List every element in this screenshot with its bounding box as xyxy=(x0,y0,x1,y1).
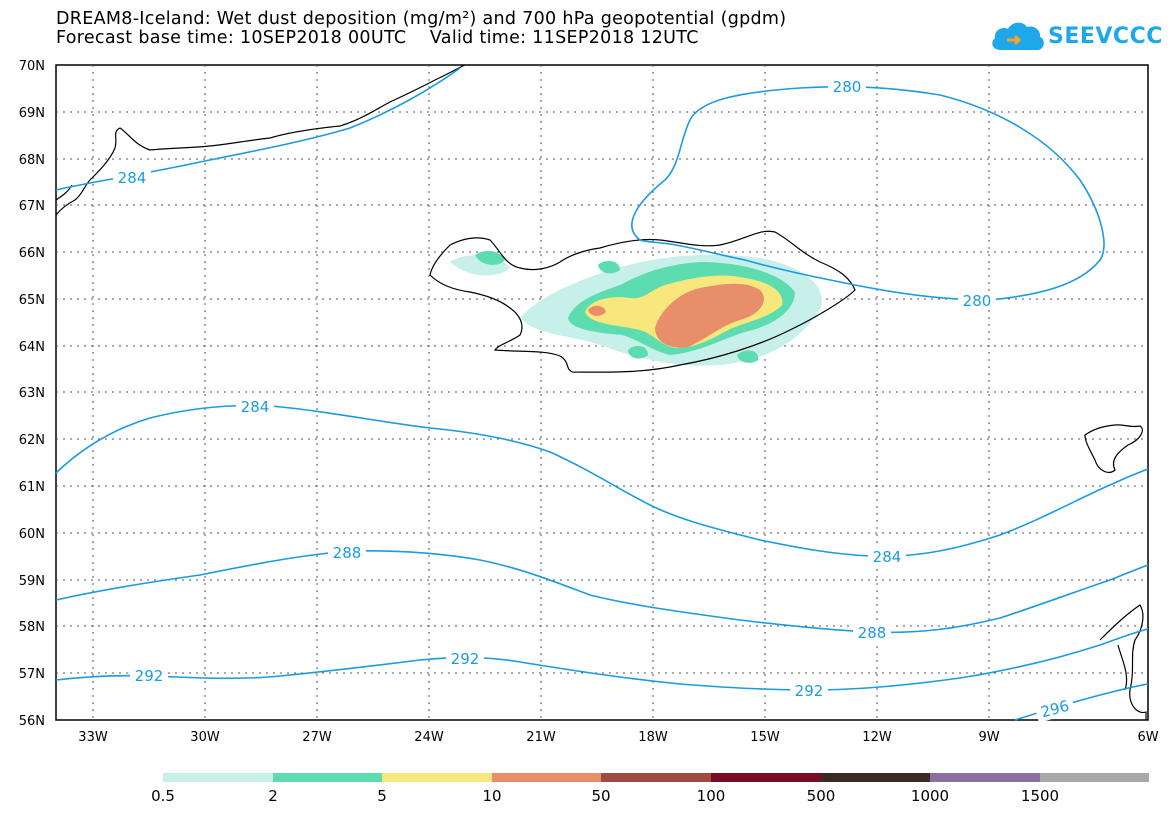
color-legend xyxy=(163,773,1150,782)
contour-label-284: 284 xyxy=(873,548,902,566)
legend-swatch xyxy=(1039,773,1150,782)
dust-deposition-field xyxy=(450,250,822,366)
lat-label: 70N xyxy=(19,59,45,74)
legend-swatch xyxy=(382,773,492,782)
contour-label-280: 280 xyxy=(963,292,992,310)
contour-292 xyxy=(55,628,1149,691)
lon-label: 24W xyxy=(414,730,444,745)
legend-swatch xyxy=(272,773,383,782)
logo-text: SEEVCCC xyxy=(1048,24,1163,49)
map-title: DREAM8-Iceland: Wet dust deposition (mg/… xyxy=(56,9,787,29)
legend-label: 2 xyxy=(268,787,278,805)
legend-label: 500 xyxy=(806,787,836,805)
lat-label: 59N xyxy=(19,574,45,589)
legend-swatch xyxy=(163,773,273,782)
graticule xyxy=(56,65,1148,720)
lon-label: 18W xyxy=(638,730,668,745)
contour-label-280: 280 xyxy=(833,78,862,96)
lat-label: 58N xyxy=(19,620,45,635)
contour-280 xyxy=(631,85,1105,301)
contour-label-284: 284 xyxy=(241,398,270,416)
contour-288 xyxy=(55,550,1149,634)
lat-label: 63N xyxy=(19,386,45,401)
contour-label-292: 292 xyxy=(135,667,164,685)
legend-swatch xyxy=(710,773,821,782)
lat-label: 56N xyxy=(19,714,45,729)
forecast-times: Forecast base time: 10SEP2018 00UTC Vali… xyxy=(56,28,699,48)
lat-label: 62N xyxy=(19,433,45,448)
lon-label: 21W xyxy=(526,730,556,745)
legend-label: 50 xyxy=(591,787,611,805)
contour-label-288: 288 xyxy=(858,624,887,642)
legend-swatch xyxy=(491,773,602,782)
cloud-icon xyxy=(992,22,1044,50)
legend-label: 0.5 xyxy=(151,787,175,805)
legend-label: 10 xyxy=(482,787,502,805)
lat-label: 60N xyxy=(19,527,45,542)
legend-label: 1000 xyxy=(910,787,950,805)
legend-label: 100 xyxy=(696,787,726,805)
lat-label: 66N xyxy=(19,246,45,261)
lat-label: 57N xyxy=(19,667,45,682)
lon-label: 9W xyxy=(978,730,999,745)
contour-296 xyxy=(1014,683,1149,721)
contour-label-292: 292 xyxy=(795,682,824,700)
legend-swatch xyxy=(820,773,931,782)
lat-label: 69N xyxy=(19,106,45,121)
lat-label: 68N xyxy=(19,153,45,168)
lon-label: 12W xyxy=(862,730,892,745)
longitude-axis: 33W 30W 27W 24W 21W 18W 15W 12W 9W 6W xyxy=(78,730,1158,745)
latitude-axis: 70N 69N 68N 67N 66N 65N 64N 63N 62N 61N … xyxy=(19,59,45,729)
lon-label: 27W xyxy=(302,730,332,745)
lon-label: 6W xyxy=(1137,730,1158,745)
contour-label-284: 284 xyxy=(118,169,147,187)
lat-label: 67N xyxy=(19,199,45,214)
contour-label-288: 288 xyxy=(333,544,362,562)
lat-label: 64N xyxy=(19,340,45,355)
lat-label: 61N xyxy=(19,480,45,495)
legend-swatch xyxy=(601,773,711,782)
contour-284-south xyxy=(55,404,1149,558)
geopotential-contours xyxy=(55,67,1149,721)
lat-label: 65N xyxy=(19,293,45,308)
contour-label-292: 292 xyxy=(451,650,480,668)
legend-label: 1500 xyxy=(1020,787,1060,805)
lon-label: 33W xyxy=(78,730,108,745)
lon-label: 15W xyxy=(750,730,780,745)
contour-labels: 280 280 284 284 284 288 288 292 292 292 … xyxy=(113,78,1076,723)
lon-label: 30W xyxy=(190,730,220,745)
legend-swatch xyxy=(930,773,1040,782)
legend-label: 5 xyxy=(377,787,387,805)
seevccc-logo: SEEVCCC xyxy=(990,18,1170,58)
coastlines xyxy=(55,64,1147,720)
